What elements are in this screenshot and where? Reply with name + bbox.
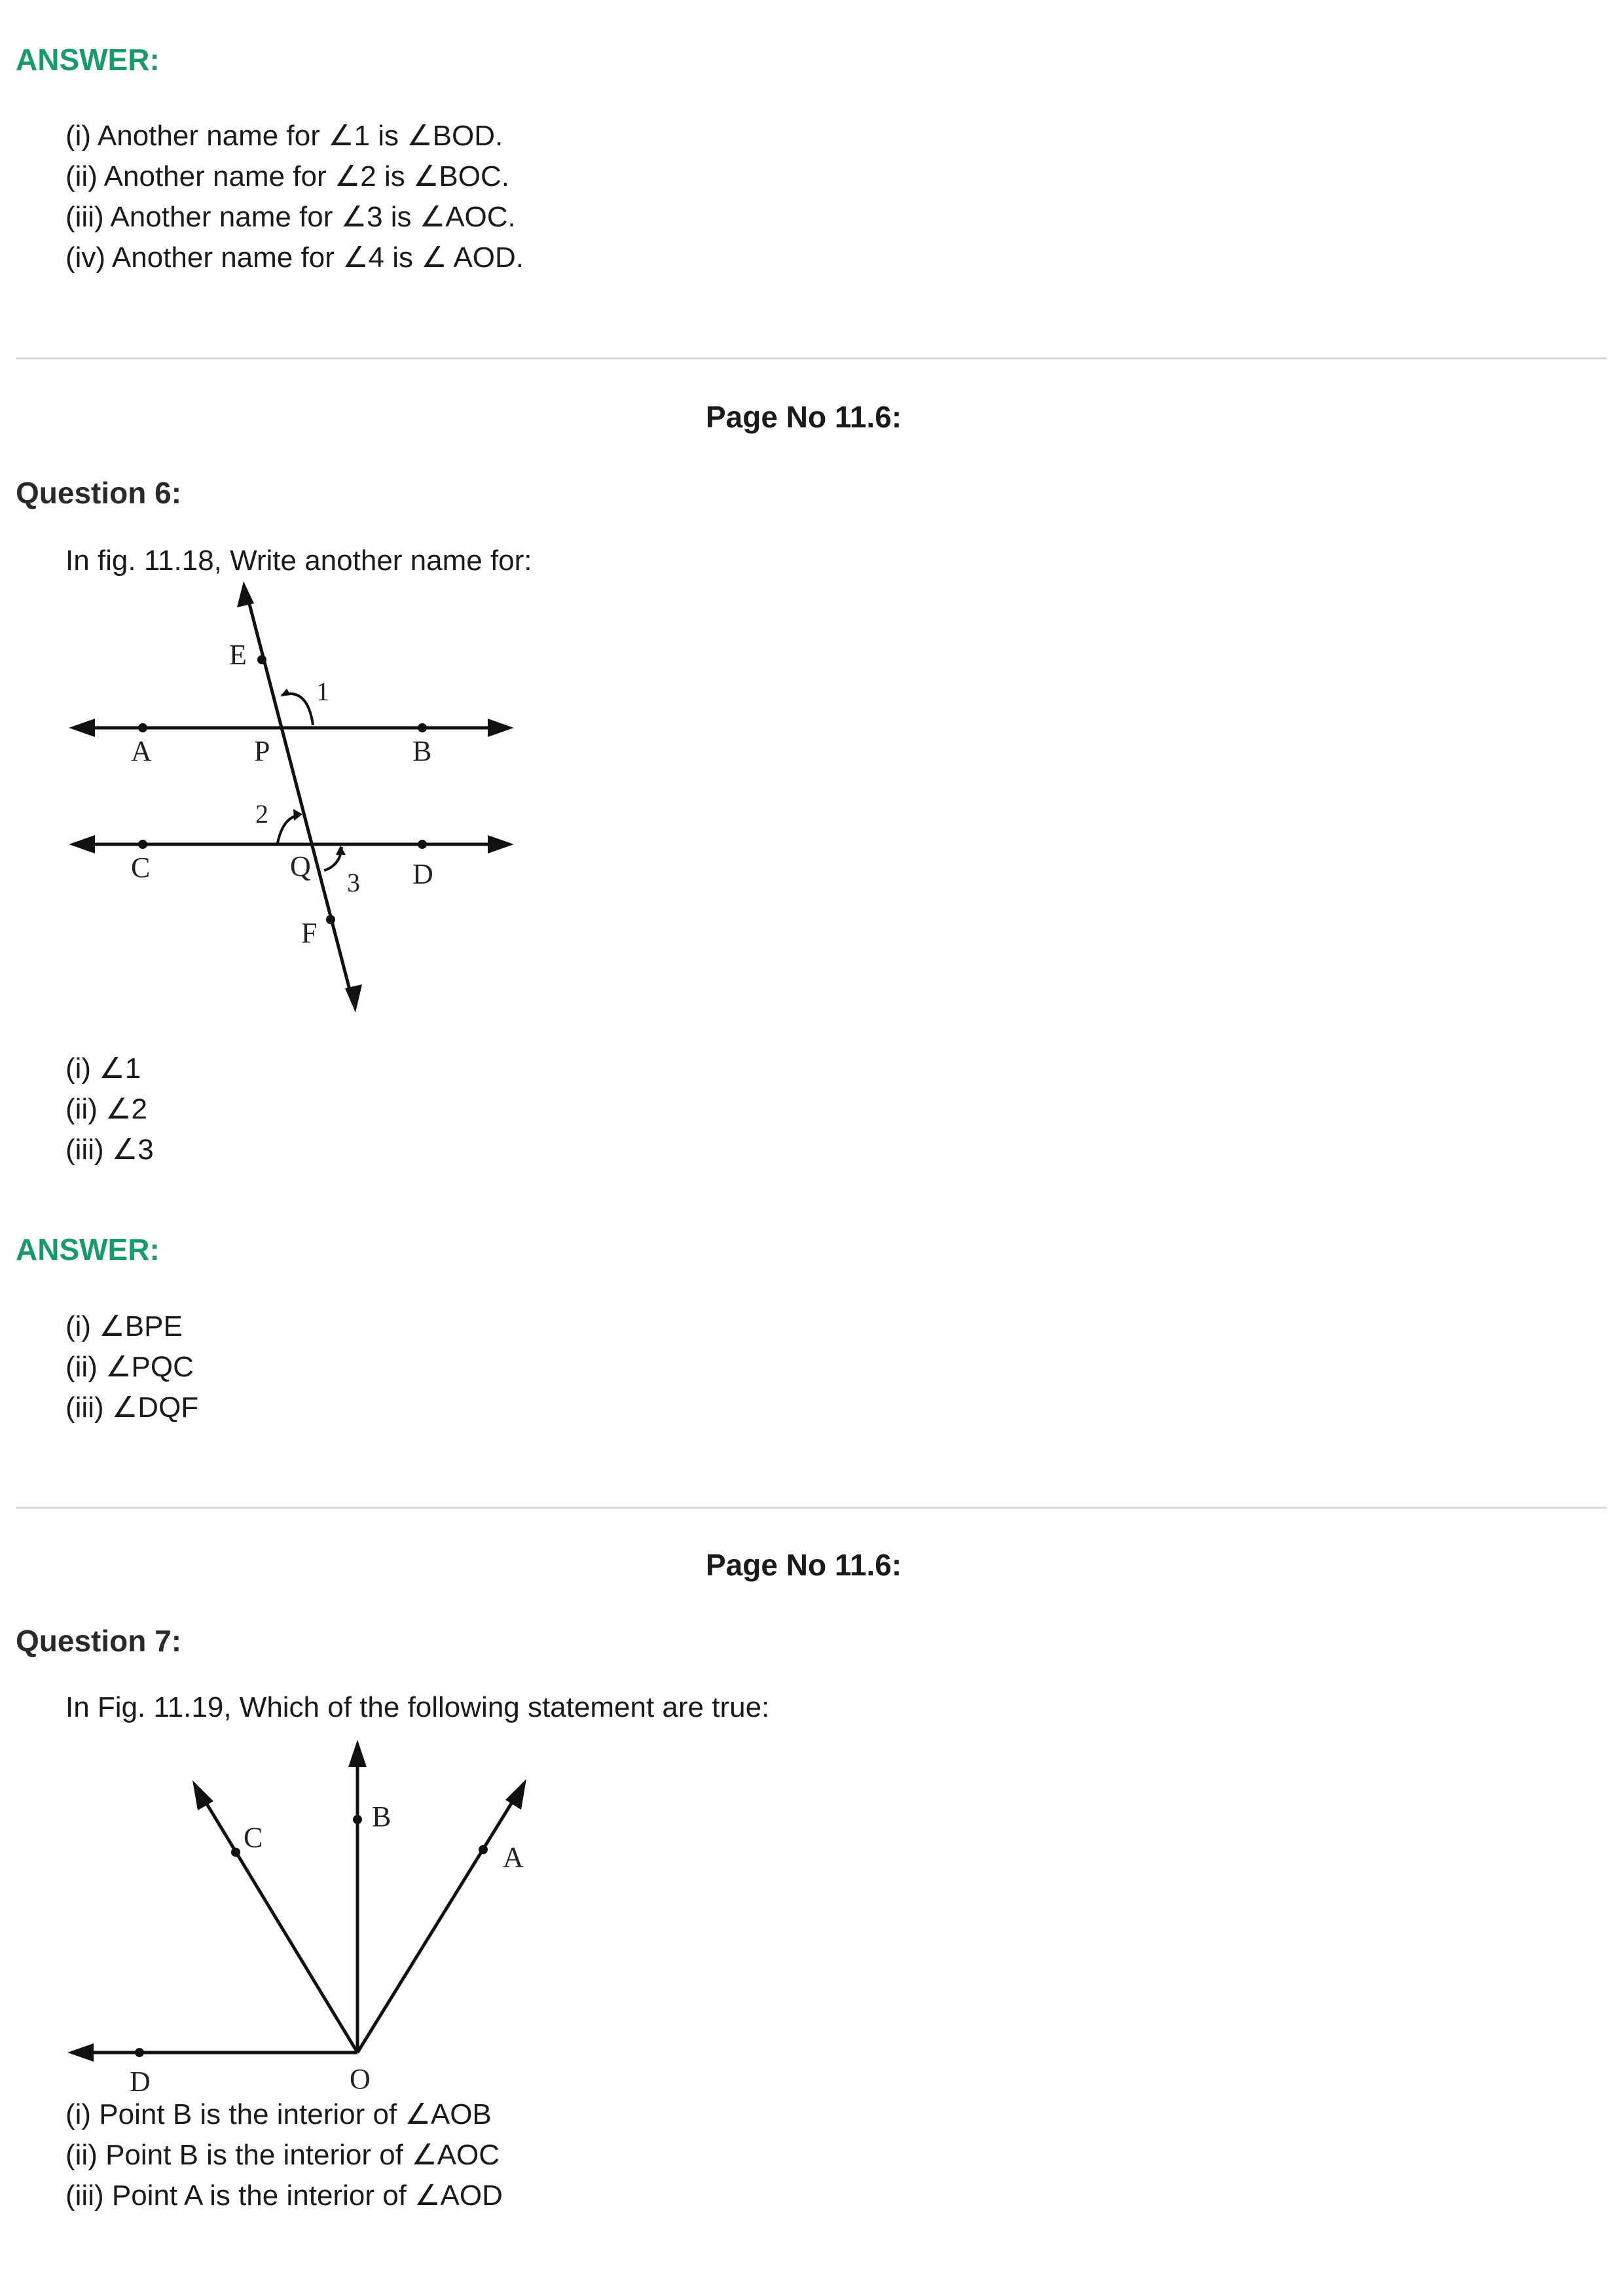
question-part: (ii) ∠2: [65, 1093, 147, 1125]
question-heading: Question 6:: [16, 476, 182, 510]
fig-label-angle-3: 3: [347, 868, 360, 897]
statement-line: (iii) Point A is the interior of ∠AOD: [65, 2179, 503, 2212]
answer-list: (i) Another name for ∠1 is ∠BOD. (ii) An…: [65, 116, 524, 278]
fig2-label-b: B: [372, 1801, 391, 1833]
question-part: (i) ∠1: [65, 1052, 141, 1085]
section-divider: [16, 357, 1607, 359]
fig2-label-a: A: [503, 1841, 524, 1873]
answer-line: (i) Another name for ∠1 is ∠BOD.: [65, 120, 503, 152]
question-text: In Fig. 11.19, Which of the following st…: [65, 1691, 770, 1723]
fig2-label-c: C: [244, 1821, 263, 1854]
statement-line: (ii) Point B is the interior of ∠AOC: [65, 2139, 500, 2171]
statement-line: (i) Point B is the interior of ∠AOB: [65, 2098, 492, 2130]
fig-label-q: Q: [290, 850, 311, 882]
fig-label-b: B: [412, 735, 431, 767]
question-heading: Question 7:: [16, 1624, 182, 1658]
answer-line: (iii) ∠DQF: [65, 1391, 199, 1424]
answer-line: (iv) Another name for ∠4 is ∠ AOD.: [65, 242, 524, 274]
question-part: (iii) ∠3: [65, 1134, 154, 1166]
fig2-label-d: D: [130, 2066, 151, 2098]
statement-list: (i) Point B is the interior of ∠AOB (ii)…: [65, 2094, 503, 2216]
answer-line: (ii) Another name for ∠2 is ∠BOC.: [65, 160, 510, 192]
fig-label-p: P: [254, 735, 270, 767]
answer-line: (ii) ∠PQC: [65, 1351, 194, 1383]
fig-label-angle-2: 2: [255, 799, 268, 829]
fig-label-angle-1: 1: [316, 677, 329, 706]
answer-line: (i) ∠BPE: [65, 1310, 183, 1342]
page-number: Page No 11.6:: [706, 1548, 902, 1582]
fig-label-c: C: [131, 852, 150, 884]
answer-list: (i) ∠BPE (ii) ∠PQC (iii) ∠DQF: [65, 1306, 198, 1428]
fig-label-a: A: [131, 735, 152, 767]
question-parts: (i) ∠1 (ii) ∠2 (iii) ∠3: [65, 1049, 154, 1170]
question-text: In fig. 11.18, Write another name for:: [65, 545, 532, 577]
page-number: Page No 11.6:: [706, 400, 902, 434]
fig-label-e: E: [229, 639, 247, 671]
answer-heading: ANSWER:: [16, 43, 160, 77]
fig-label-d: D: [412, 858, 433, 890]
answer-heading: ANSWER:: [16, 1232, 160, 1266]
fig-label-f: F: [301, 917, 317, 949]
section-divider: [16, 1507, 1607, 1509]
answer-line: (iii) Another name for ∠3 is ∠AOC.: [65, 201, 516, 233]
fig2-label-o: O: [350, 2063, 371, 2095]
